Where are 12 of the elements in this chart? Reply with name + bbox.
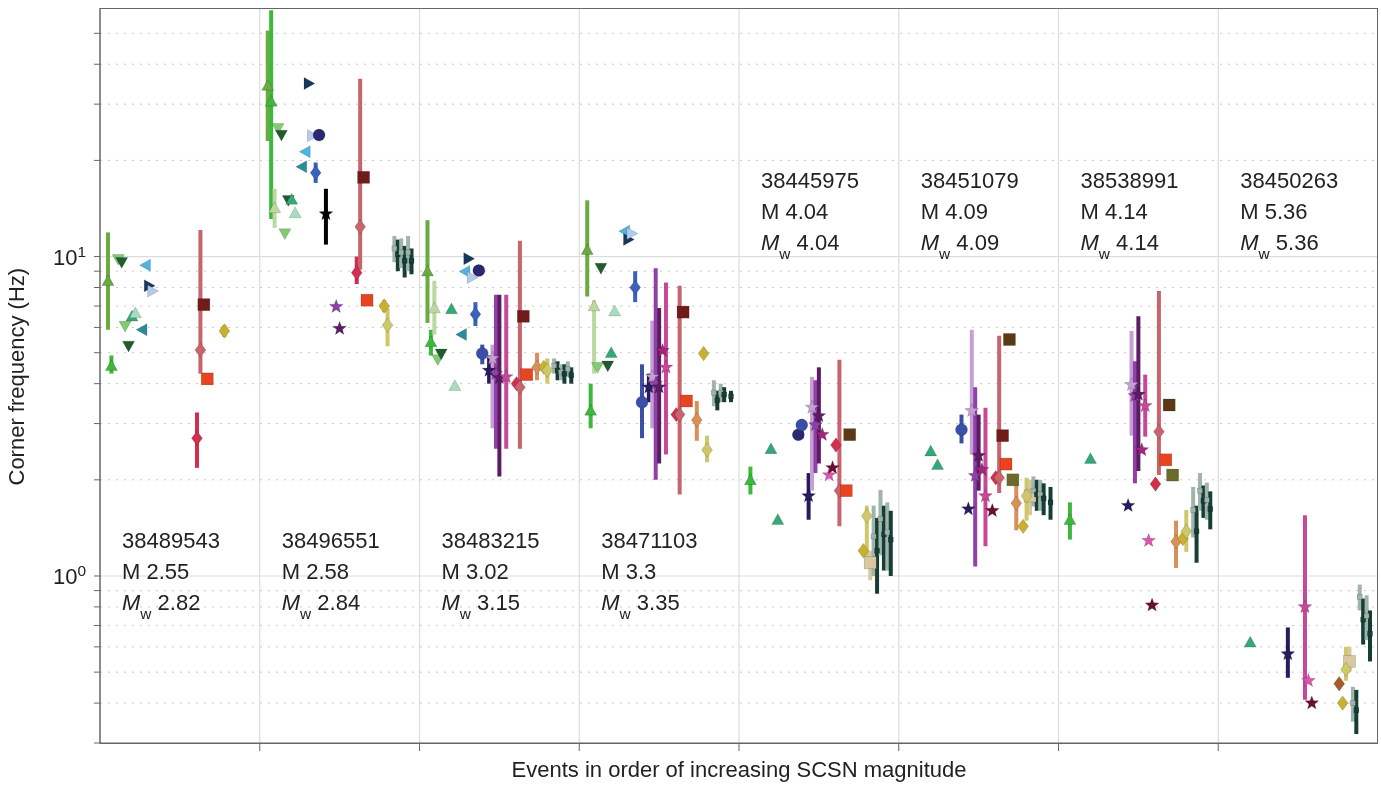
annotation: 38451079 M 4.09 M$_{w}$ 4.09 bbox=[920, 168, 1019, 262]
y-tick-label: 10$^{0}$ bbox=[52, 561, 86, 589]
annotation: 38445975 M 4.04 M$_{w}$ 4.04 bbox=[761, 168, 859, 262]
annotation: 38496551 M 2.58 M$_{w}$ 2.84 bbox=[281, 528, 380, 622]
annotation: 38471103 M 3.3 M$_{w}$ 3.35 bbox=[601, 528, 698, 622]
annotation: 38483215 M 3.02 M$_{w}$ 3.15 bbox=[441, 528, 540, 622]
y-tick-label: 10$^{1}$ bbox=[52, 242, 86, 270]
annotation: 38450263 M 5.36 M$_{w}$ 5.36 bbox=[1240, 168, 1339, 262]
x-axis-title: Events in order of increasing SCSN magnitude bbox=[511, 757, 967, 782]
y-axis-title: Corner frequency (Hz) bbox=[3, 267, 29, 486]
annotation: 38489543 M 2.55 M$_{w}$ 2.82 bbox=[122, 528, 220, 622]
annotation: 38538991 M 4.14 M$_{w}$ 4.14 bbox=[1080, 168, 1179, 262]
